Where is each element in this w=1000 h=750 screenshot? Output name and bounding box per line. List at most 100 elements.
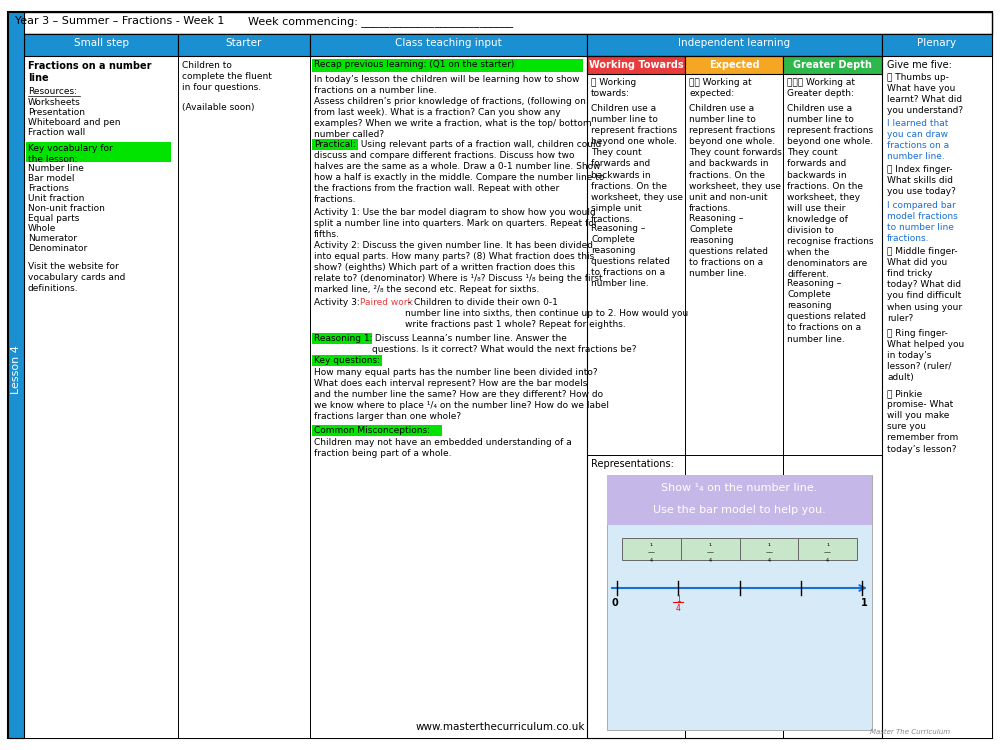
Text: Unit fraction: Unit fraction [28, 194, 84, 203]
Text: 👆 Index finger-
What skills did
you use today?: 👆 Index finger- What skills did you use … [887, 165, 956, 196]
Text: Plenary: Plenary [917, 38, 957, 48]
Text: Recap previous learning: (Q1 on the starter): Recap previous learning: (Q1 on the star… [314, 60, 514, 69]
Text: Class teaching input: Class teaching input [395, 38, 502, 48]
Text: ¹: ¹ [650, 542, 653, 551]
Bar [882, 56, 992, 738]
Text: Whiteboard and pen: Whiteboard and pen [28, 118, 120, 127]
Text: Children to
complete the fluent
in four questions.: Children to complete the fluent in four … [182, 61, 272, 92]
Bar [783, 74, 882, 738]
Text: Resources:: Resources: [28, 87, 77, 96]
Text: Representations:: Representations: [591, 459, 674, 469]
Text: ₄: ₄ [709, 555, 712, 564]
Bar [685, 56, 783, 74]
Text: Children use a
number line to
represent fractions
beyond one whole.
They count
f: Children use a number line to represent … [591, 104, 683, 224]
Text: Paired work: Paired work [360, 298, 413, 307]
Text: Working Towards: Working Towards [589, 60, 683, 70]
Text: Reasoning –
Complete
reasoning
questions related
to fractions on a
number line.: Reasoning – Complete reasoning questions… [689, 214, 768, 278]
Text: Fractions: Fractions [28, 184, 69, 193]
Bar [178, 56, 310, 738]
Bar [178, 34, 310, 56]
Bar [607, 475, 872, 525]
Bar [783, 56, 882, 74]
Bar [587, 74, 685, 738]
Text: (Available soon): (Available soon) [182, 103, 254, 112]
Text: Worksheets: Worksheets [28, 98, 81, 107]
Text: Children may not have an embedded understanding of a
fraction being part of a wh: Children may not have an embedded unders… [314, 438, 572, 458]
Text: —: — [707, 549, 714, 555]
Text: Reasoning –
Complete
reasoning
questions related
to fractions on a
number line.: Reasoning – Complete reasoning questions… [787, 279, 866, 344]
Text: Key questions:: Key questions: [314, 356, 380, 365]
Bar [8, 12, 24, 738]
Text: Denominator: Denominator [28, 244, 87, 253]
Text: Show ¹₄ on the number line.: Show ¹₄ on the number line. [661, 483, 818, 493]
Text: ¹: ¹ [826, 542, 829, 551]
Text: How many equal parts has the number line been divided into?
What does each inter: How many equal parts has the number line… [314, 368, 609, 422]
Text: Using relevant parts of a fraction wall, children could: Using relevant parts of a fraction wall,… [358, 140, 601, 149]
Text: I learned that
you can draw
fractions on a
number line.: I learned that you can draw fractions on… [887, 119, 949, 161]
Text: 🤚 Thumbs up-
What have you
learnt? What did
you understand?: 🤚 Thumbs up- What have you learnt? What … [887, 73, 963, 116]
Bar [312, 425, 442, 436]
Text: —: — [824, 549, 831, 555]
Text: Starter: Starter [226, 38, 262, 48]
Text: Expected: Expected [709, 60, 759, 70]
Bar [587, 56, 882, 738]
Bar [8, 12, 992, 34]
Text: Assess children’s prior knowledge of fractions, (following on
from last week). W: Assess children’s prior knowledge of fra… [314, 97, 592, 140]
Text: ₄: ₄ [767, 555, 770, 564]
Text: Non-unit fraction: Non-unit fraction [28, 204, 105, 213]
Text: Week commencing: ___________________________: Week commencing: _______________________… [248, 16, 513, 27]
Text: 1: 1 [861, 598, 867, 608]
Text: Presentation: Presentation [28, 108, 85, 117]
Text: Lesson 4: Lesson 4 [11, 346, 21, 394]
Text: ⭐⭐ Working at
expected:: ⭐⭐ Working at expected: [689, 78, 752, 98]
Text: Fraction wall: Fraction wall [28, 128, 85, 137]
Text: Equal parts: Equal parts [28, 214, 79, 223]
Text: discuss and compare different fractions. Discuss how two
halves are the same as : discuss and compare different fractions.… [314, 151, 604, 205]
Text: 0: 0 [612, 598, 618, 608]
Text: Master The Curriculum: Master The Curriculum [870, 729, 950, 735]
Text: ₄: ₄ [650, 555, 653, 564]
Text: Greater Depth: Greater Depth [793, 60, 872, 70]
Bar [312, 139, 358, 150]
Text: Activity 3:: Activity 3: [314, 298, 363, 307]
Bar [26, 142, 171, 162]
Bar [310, 34, 587, 56]
Text: Practical:: Practical: [314, 140, 356, 149]
Text: Common Misconceptions:: Common Misconceptions: [314, 426, 430, 435]
Text: Small step: Small step [74, 38, 128, 48]
Text: ⭐ Working
towards:: ⭐ Working towards: [591, 78, 636, 98]
Text: ₄: ₄ [826, 555, 829, 564]
Bar [312, 333, 372, 344]
Text: Activity 2: Discuss the given number line. It has been divided
into equal parts.: Activity 2: Discuss the given number lin… [314, 241, 603, 295]
Bar [24, 34, 178, 56]
Text: Number line: Number line [28, 164, 84, 173]
Bar [312, 59, 583, 72]
Text: —: — [765, 549, 772, 555]
Text: —: — [648, 549, 655, 555]
Text: Reasoning 1:: Reasoning 1: [314, 334, 372, 343]
Text: Fractions on a number
line: Fractions on a number line [28, 61, 152, 83]
Bar [312, 355, 382, 366]
Text: - Children to divide their own 0-1
number line into sixths, then continue up to : - Children to divide their own 0-1 numbe… [405, 298, 688, 329]
Text: Year 3 – Summer – Fractions - Week 1: Year 3 – Summer – Fractions - Week 1 [15, 16, 224, 26]
Text: Activity 1: Use the bar model diagram to show how you would
split a number line : Activity 1: Use the bar model diagram to… [314, 208, 598, 239]
Text: 4: 4 [676, 604, 681, 613]
Text: Children use a
number line to
represent fractions
beyond one whole.
They count
f: Children use a number line to represent … [787, 104, 874, 280]
Bar [310, 56, 587, 738]
Bar [882, 34, 992, 56]
Bar [685, 74, 783, 738]
Text: Discuss Leanna’s number line. Answer the
questions. Is it correct? What would th: Discuss Leanna’s number line. Answer the… [372, 334, 637, 354]
Text: 🖕 Middle finger-
What did you
find tricky
today? What did
you find difficult
whe: 🖕 Middle finger- What did you find trick… [887, 247, 962, 322]
Text: Visit the website for
vocabulary cards and
definitions.: Visit the website for vocabulary cards a… [28, 262, 125, 293]
Bar [24, 56, 178, 738]
Text: Give me five:: Give me five: [887, 60, 952, 70]
Text: ⭐⭐⭐ Working at
Greater depth:: ⭐⭐⭐ Working at Greater depth: [787, 78, 855, 98]
Text: Numerator: Numerator [28, 234, 77, 243]
Text: ¹: ¹ [767, 542, 770, 551]
Text: www.masterthecurriculum.co.uk: www.masterthecurriculum.co.uk [415, 722, 585, 732]
Text: Reasoning –
Complete
reasoning
questions related
to fractions on a
number line.: Reasoning – Complete reasoning questions… [591, 224, 670, 289]
Text: Use the bar model to help you.: Use the bar model to help you. [653, 505, 826, 515]
Text: 💍 Ring finger-
What helped you
in today’s
lesson? (ruler/
adult): 💍 Ring finger- What helped you in today’… [887, 329, 964, 382]
Text: Key vocabulary for
the lesson:: Key vocabulary for the lesson: [28, 144, 113, 164]
Text: Independent learning: Independent learning [678, 38, 791, 48]
